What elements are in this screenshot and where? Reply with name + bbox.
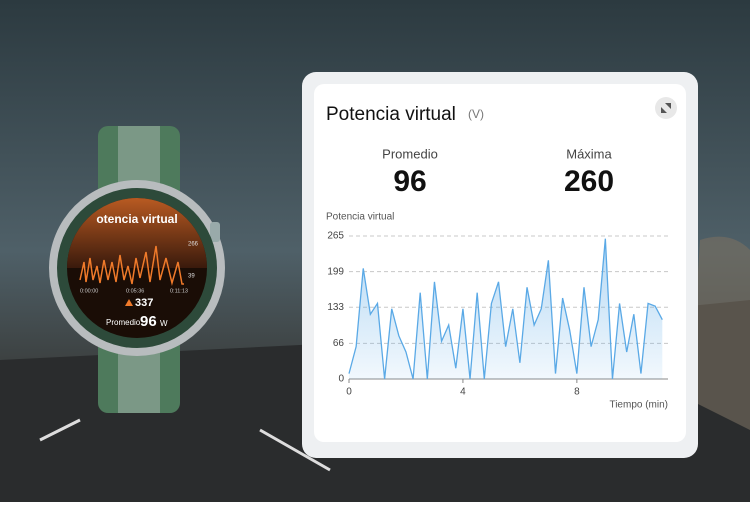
peak-icon <box>125 299 133 306</box>
stat-label: Máxima <box>566 146 612 161</box>
watch-title: otencia virtual <box>96 212 177 226</box>
stat-value: 96 <box>393 165 426 198</box>
watch: otencia virtual 266 39 0:00:00 0:05:36 0… <box>49 126 225 413</box>
watch-avg: 96 <box>140 313 157 330</box>
x-axis-label: Tiempo (min) <box>609 400 668 411</box>
y-axis-label: Potencia virtual <box>326 212 394 223</box>
chart-title: Potencia virtual <box>326 104 456 125</box>
x-tick-label: 4 <box>460 387 466 398</box>
y-tick-label: 133 <box>327 302 344 313</box>
watch-peak: 337 <box>135 297 153 309</box>
area <box>349 238 663 379</box>
watch-graph <box>79 245 184 286</box>
y-tick-label: 265 <box>327 231 344 242</box>
watch-min: 39 <box>188 274 195 280</box>
x-tick-label: 0 <box>346 387 352 398</box>
x-tick-label: 8 <box>574 387 580 398</box>
y-tick-label: 66 <box>333 338 345 349</box>
unit-label: (V) <box>468 107 484 121</box>
stat-value: 260 <box>564 165 614 198</box>
y-tick-label: 0 <box>338 374 344 385</box>
watch-max: 266 <box>188 242 199 248</box>
hill <box>690 236 750 430</box>
watch-time: 0:05:36 <box>126 288 144 294</box>
expand-icon <box>661 103 671 113</box>
watch-avg-unit: W <box>160 319 168 328</box>
card-panel <box>314 84 686 442</box>
expand-button[interactable] <box>655 97 677 119</box>
watch-avg-label: Promedio <box>106 318 141 327</box>
plot: 0 66 133 199 265 0 4 8 <box>327 231 668 398</box>
watch-time: 0:00:00 <box>80 288 98 294</box>
watch-time: 0:11:13 <box>170 288 188 294</box>
watch-button <box>210 222 220 242</box>
stat-label: Promedio <box>382 146 438 161</box>
y-tick-label: 199 <box>327 266 344 277</box>
line <box>348 238 663 380</box>
screen-header <box>67 198 207 268</box>
